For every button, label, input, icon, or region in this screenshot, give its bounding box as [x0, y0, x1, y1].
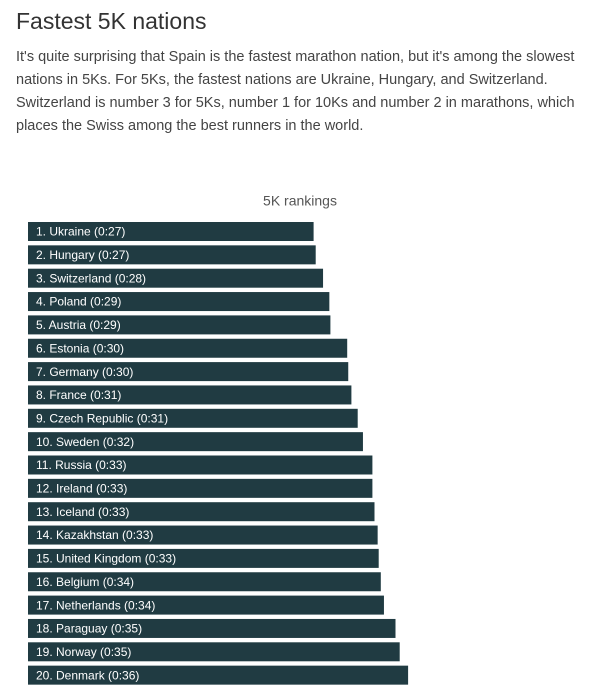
bar	[28, 385, 352, 405]
bar-label: 2. Hungary (0:27)	[36, 248, 129, 262]
bar-label: 3. Switzerland (0:28)	[36, 271, 146, 285]
bar	[28, 525, 378, 545]
bar	[28, 292, 330, 312]
bar	[28, 618, 396, 638]
bar-label: 9. Czech Republic (0:31)	[36, 411, 168, 425]
bar	[28, 222, 314, 241]
bar	[28, 572, 381, 592]
bar	[28, 548, 379, 568]
bar	[28, 338, 348, 358]
chart: 5K rankings 1. Ukraine (0:27) 2. Hungary …	[28, 193, 409, 685]
bar-label: 12. Ireland (0:33)	[36, 482, 127, 496]
bar	[28, 478, 373, 498]
bar	[28, 595, 384, 615]
bar-label: 13. Iceland (0:33)	[36, 505, 129, 519]
bar	[28, 665, 409, 685]
bar-label: 17. Netherlands (0:34)	[36, 598, 155, 612]
bar-label: 20. Denmark (0:36)	[36, 668, 139, 682]
bar	[28, 315, 331, 335]
description: It's quite surprising that Spain is the …	[16, 49, 575, 134]
bar-label: 14. Kazakhstan (0:33)	[36, 528, 153, 542]
bar-label: 19. Norway (0:35)	[36, 645, 131, 659]
bar-label: 18. Paraguay (0:35)	[36, 622, 142, 636]
chart-title: 5K rankings	[263, 193, 337, 209]
bar-label: 1. Ukraine (0:27)	[36, 225, 125, 239]
bar-label: 4. Poland (0:29)	[36, 295, 121, 309]
bar	[28, 432, 363, 452]
bar-label: 15. United Kingdom (0:33)	[36, 552, 176, 566]
bar	[28, 245, 316, 265]
bar	[28, 455, 373, 475]
bar	[28, 642, 400, 662]
bar-label: 8. France (0:31)	[36, 388, 121, 402]
title: Fastest 5K nations	[16, 8, 207, 34]
bar	[28, 268, 324, 288]
bar-label: 5. Austria (0:29)	[36, 318, 121, 332]
bar-label: 6. Estonia (0:30)	[36, 341, 124, 355]
bar	[28, 408, 358, 428]
bar	[28, 502, 375, 522]
bar	[28, 362, 349, 382]
bar-label: 10. Sweden (0:32)	[36, 435, 134, 449]
bar-label: 16. Belgium (0:34)	[36, 575, 134, 589]
bar-label: 7. Germany (0:30)	[36, 365, 133, 379]
bar-label: 11. Russia (0:33)	[36, 458, 127, 472]
